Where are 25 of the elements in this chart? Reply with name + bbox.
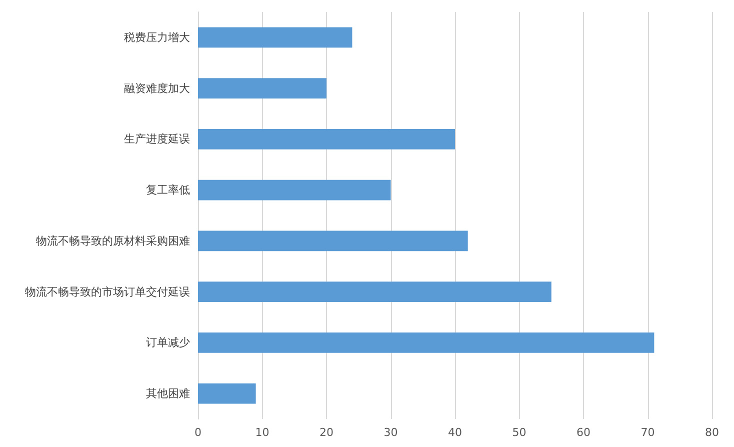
bar [198, 230, 468, 252]
y-tick-label: 复工率低 [146, 184, 190, 197]
y-tick-label: 生产进度延误 [124, 132, 190, 146]
y-tick-label: 订单减少 [146, 336, 190, 350]
x-tick-label: 70 [640, 426, 655, 439]
bar [198, 332, 654, 353]
bar [198, 282, 552, 302]
x-tick-label: 30 [384, 426, 398, 439]
bar [198, 383, 256, 404]
y-tick-label: 其他困难 [146, 387, 190, 400]
y-tick-label: 物流不畅导致的市场订单交付延误 [25, 285, 190, 298]
x-tick-label: 50 [512, 426, 526, 439]
bar [198, 27, 352, 48]
y-tick-label: 物流不畅导致的原材料采购困难 [36, 234, 190, 248]
x-tick-label: 20 [320, 426, 334, 439]
x-tick-label: 60 [576, 426, 590, 439]
bar [198, 180, 391, 200]
bar [198, 78, 326, 98]
bar [198, 129, 455, 150]
y-tick-label: 融资难度加大 [124, 82, 190, 95]
x-tick-label: 0 [194, 426, 202, 439]
x-tick-label: 40 [448, 426, 462, 439]
y-tick-label: 税费压力增大 [124, 30, 190, 44]
x-tick-label: 80 [705, 426, 719, 439]
x-tick-label: 10 [255, 426, 270, 439]
